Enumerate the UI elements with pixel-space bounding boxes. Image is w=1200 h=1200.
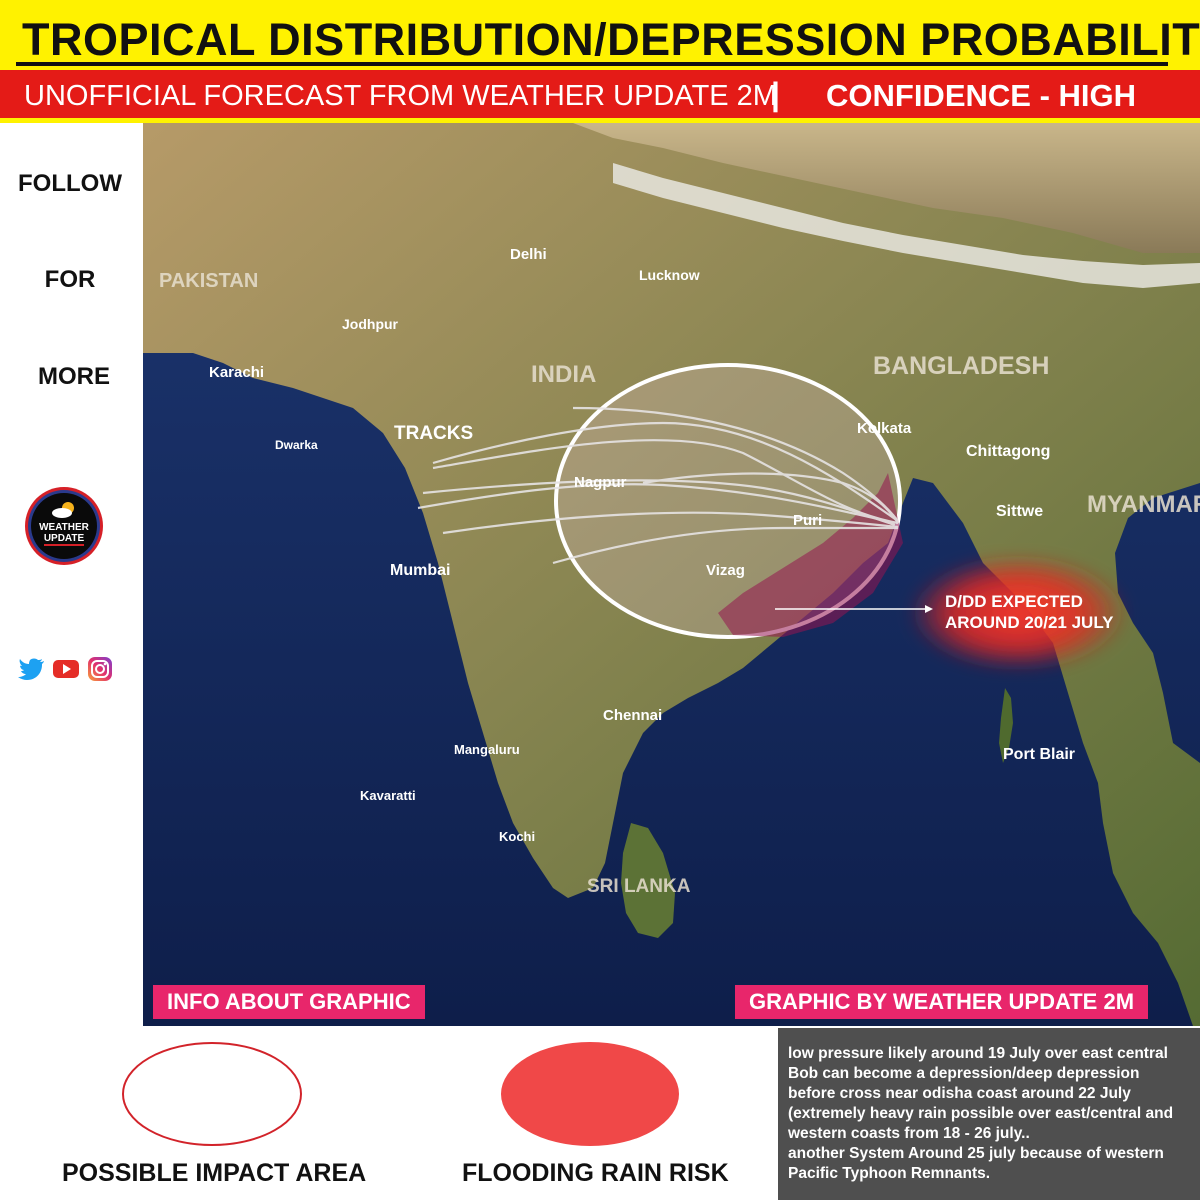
map-svg: PAKISTAN INDIA BANGLADESH MYANMAR SRI LA… [143, 123, 1200, 1026]
note-line: Pacific Typhoon Remnants. [788, 1165, 991, 1182]
logo-text-weather: WEATHER [39, 522, 90, 533]
instagram-icon[interactable] [86, 656, 114, 682]
city-label-chennai: Chennai [603, 707, 662, 724]
note-line: western coasts from 18 - 26 july.. [788, 1125, 1030, 1142]
twitter-icon[interactable] [18, 656, 46, 682]
city-label-sittwe: Sittwe [996, 503, 1043, 520]
city-label-dwarka: Dwarka [275, 438, 318, 452]
title-bar [0, 0, 1200, 70]
city-label-vizag: Vizag [706, 562, 745, 579]
forecast-map: PAKISTAN INDIA BANGLADESH MYANMAR SRI LA… [143, 123, 1200, 1026]
youtube-icon[interactable] [52, 656, 80, 682]
city-label-mangaluru: Mangaluru [454, 742, 520, 757]
subtitle-separator: | [771, 76, 780, 112]
follow-label: FOLLOW [18, 170, 122, 197]
title-underline [16, 62, 1168, 66]
andaman-islands [999, 688, 1013, 763]
note-line: another System Around 25 july because of… [788, 1145, 1164, 1162]
city-label-chittagong: Chittagong [966, 443, 1050, 460]
city-label-nagpur: Nagpur [574, 474, 627, 491]
for-label: FOR [44, 266, 96, 293]
page-title: TROPICAL DISTRIBUTION/DEPRESSION PROBABI… [22, 14, 1200, 65]
himalaya-region [573, 123, 1200, 253]
city-label-kolkata: Kolkata [857, 420, 912, 437]
land-mass [143, 123, 1200, 1026]
logo-text-update: UPDATE [44, 533, 85, 544]
note-line: Bob can become a depression/deep depress… [788, 1065, 1140, 1082]
header-bottom-line [0, 118, 1200, 123]
forecast-note-box: low pressure likely around 19 July over … [778, 1028, 1200, 1200]
subtitle: UNOFFICIAL FORECAST FROM WEATHER UPDATE … [24, 80, 777, 112]
legend-impact-area-swatch [120, 1040, 304, 1153]
city-label-jodhpur: Jodhpur [342, 316, 399, 332]
flooding-rain-risk-zone [718, 473, 903, 637]
city-label-karachi: Karachi [209, 364, 264, 381]
red-risk-glow [908, 555, 1128, 671]
tracks-label: TRACKS [394, 423, 473, 444]
legend-flood-risk-label: FLOODING RAIN RISK [462, 1159, 729, 1187]
note-line: (extremely heavy rain possible over east… [788, 1105, 1174, 1122]
expected-label-line1: D/DD EXPECTED [945, 592, 1083, 611]
note-line: before cross near odisha coast around 22… [788, 1085, 1131, 1102]
weather-update-logo[interactable]: WEATHER UPDATE [24, 486, 104, 566]
expected-label-line2: AROUND 20/21 JULY [945, 613, 1114, 632]
country-label-bangladesh: BANGLADESH [873, 352, 1049, 380]
city-label-delhi: Delhi [510, 246, 547, 263]
more-label: MORE [38, 363, 110, 390]
confidence-label: CONFIDENCE - HIGH [826, 78, 1136, 113]
graphic-credit-tag: GRAPHIC BY WEATHER UPDATE 2M [735, 985, 1149, 1019]
subtitle-bar [0, 70, 1200, 118]
city-label-kochi: Kochi [499, 829, 535, 844]
country-label-india: INDIA [531, 361, 596, 388]
city-label-mumbai: Mumbai [390, 562, 450, 579]
snow-line [613, 163, 1200, 288]
storm-tracks [417, 406, 899, 565]
legend-flood-risk-swatch [498, 1040, 682, 1153]
info-about-graphic-tag: INFO ABOUT GRAPHIC [153, 985, 425, 1019]
city-label-port-blair: Port Blair [1003, 746, 1075, 763]
city-label-lucknow: Lucknow [639, 267, 700, 283]
sri-lanka-land [621, 823, 675, 938]
country-label-pakistan: PAKISTAN [159, 270, 258, 292]
expected-arrow-head [925, 605, 933, 613]
country-label-sri-lanka: SRI LANKA [587, 876, 691, 897]
city-label-kavaratti: Kavaratti [360, 788, 416, 803]
legend-impact-area-label: POSSIBLE IMPACT AREA [62, 1159, 367, 1187]
country-label-myanmar: MYANMAR [1087, 491, 1200, 518]
city-label-puri: Puri [793, 512, 822, 529]
note-line: low pressure likely around 19 July over … [788, 1045, 1168, 1062]
